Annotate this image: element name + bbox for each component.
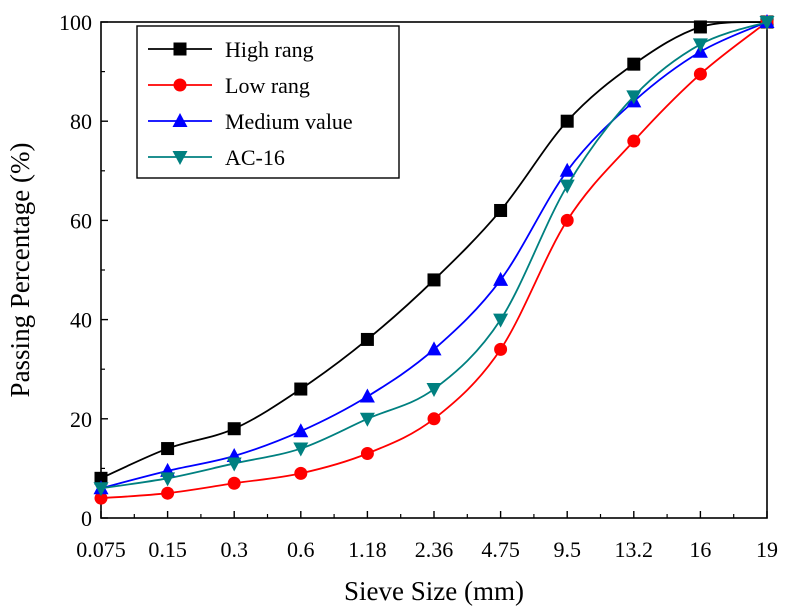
data-point bbox=[360, 447, 374, 461]
legend-marker bbox=[173, 42, 187, 56]
legend-label: Medium value bbox=[225, 109, 353, 134]
data-point bbox=[559, 179, 575, 194]
legend-marker bbox=[173, 78, 187, 92]
x-tick-label: 0.6 bbox=[287, 537, 315, 562]
data-point bbox=[293, 423, 309, 438]
data-point bbox=[160, 472, 176, 487]
data-point bbox=[294, 466, 308, 480]
series-1 bbox=[94, 15, 774, 505]
data-point bbox=[493, 313, 509, 328]
y-tick-label: 80 bbox=[70, 109, 92, 134]
data-point bbox=[494, 203, 508, 217]
data-point bbox=[494, 342, 508, 356]
legend-label: AC-16 bbox=[225, 145, 285, 170]
data-point bbox=[627, 57, 641, 71]
data-point bbox=[161, 486, 175, 500]
y-tick-label: 0 bbox=[81, 506, 92, 531]
x-axis-title: Sieve Size (mm) bbox=[344, 576, 524, 606]
data-point bbox=[427, 273, 441, 287]
legend: High rang Low rang Medium value AC-16 bbox=[136, 25, 400, 179]
data-point bbox=[626, 90, 642, 105]
data-point bbox=[161, 442, 175, 456]
series-3 bbox=[93, 16, 775, 497]
legend-marker bbox=[172, 151, 188, 165]
y-tick-label: 60 bbox=[70, 208, 92, 233]
x-tick-label: 2.36 bbox=[415, 537, 454, 562]
data-point bbox=[359, 388, 375, 403]
data-point bbox=[627, 134, 641, 148]
legend-label: Low rang bbox=[225, 73, 310, 98]
y-axis-title: Passing Percentage (%) bbox=[5, 143, 35, 398]
data-point bbox=[426, 341, 442, 356]
x-tick-label: 19 bbox=[756, 537, 778, 562]
x-tick-label: 0.3 bbox=[220, 537, 248, 562]
ticks: 0.075 0.15 0.3 0.6 1.18 2.36 4.75 9.5 13.2 16 19 0 2… bbox=[59, 10, 778, 562]
data-point bbox=[93, 482, 109, 497]
x-tick-label: 13.2 bbox=[615, 537, 654, 562]
data-point bbox=[560, 114, 574, 128]
data-point bbox=[759, 16, 775, 30]
legend-label: High rang bbox=[225, 37, 314, 62]
data-point bbox=[693, 20, 707, 34]
data-point bbox=[227, 476, 241, 490]
data-point bbox=[493, 271, 509, 286]
y-tick-label: 40 bbox=[70, 308, 92, 333]
x-tick-label: 0.15 bbox=[148, 537, 187, 562]
y-tick-label: 100 bbox=[59, 10, 92, 35]
data-point bbox=[359, 412, 375, 427]
data-point bbox=[94, 471, 108, 485]
data-point bbox=[94, 491, 108, 505]
series-line bbox=[100, 21, 768, 490]
y-tick-label: 20 bbox=[70, 407, 92, 432]
data-point bbox=[293, 442, 309, 457]
series-layer bbox=[93, 14, 775, 505]
x-tick-label: 1.18 bbox=[348, 537, 387, 562]
series-line bbox=[100, 21, 768, 500]
data-point bbox=[360, 332, 374, 346]
data-point bbox=[559, 162, 575, 177]
x-tick-label: 16 bbox=[689, 537, 711, 562]
data-point bbox=[294, 382, 308, 396]
x-tick-label: 0.075 bbox=[76, 537, 126, 562]
data-point bbox=[426, 383, 442, 398]
data-point bbox=[692, 38, 708, 53]
data-point bbox=[427, 412, 441, 426]
x-tick-label: 4.75 bbox=[481, 537, 520, 562]
x-tick-label: 9.5 bbox=[553, 537, 581, 562]
data-point bbox=[226, 457, 242, 472]
legend-marker bbox=[172, 113, 188, 127]
data-point bbox=[693, 67, 707, 81]
data-point bbox=[227, 422, 241, 436]
series-line bbox=[100, 21, 768, 490]
data-point bbox=[560, 213, 574, 227]
